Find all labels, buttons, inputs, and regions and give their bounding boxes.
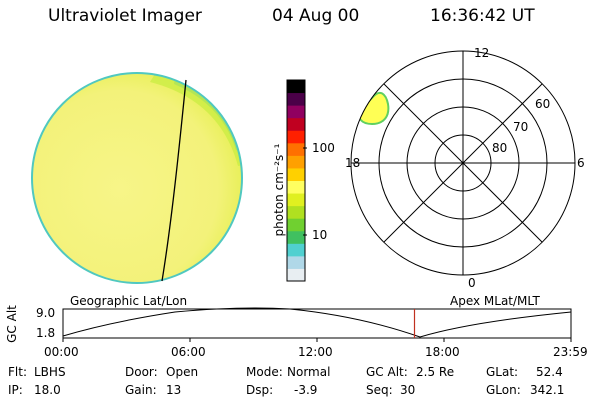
seq-value: 30 (400, 383, 416, 397)
gain-label: Gain: (125, 383, 157, 397)
color-bar-segment (287, 218, 305, 232)
mlt-label-12: 12 (474, 46, 490, 60)
glon-value: 342.1 (530, 383, 565, 397)
ip-label: IP: (8, 383, 23, 397)
polar-grid (350, 50, 576, 276)
color-bar-segment (287, 92, 305, 106)
y-axis-title: GC Alt (5, 305, 19, 343)
flt-label: Flt: (8, 365, 27, 379)
door-value: Open (166, 365, 199, 379)
color-bar-frame (286, 79, 306, 282)
color-bar-segment (287, 205, 305, 219)
y-tick-1-8: 1.8 (36, 326, 56, 340)
door-label: Door: (125, 365, 158, 379)
geographic-label: Geographic Lat/Lon (70, 294, 188, 308)
color-bar-segment (287, 130, 305, 144)
color-bar-segment (287, 243, 305, 257)
date-label: 04 Aug 00 (272, 6, 360, 26)
mlt-label-18: 18 (345, 156, 361, 170)
glat-value: 52.4 (536, 365, 563, 379)
gcalt-value: 2.5 Re (416, 365, 455, 379)
disk-edge (31, 72, 243, 284)
gain-value: 13 (166, 383, 182, 397)
color-bar-segment (287, 167, 305, 181)
orbit-panel (62, 307, 572, 342)
color-bar-segment (287, 142, 305, 156)
x-tick-label-4: 23:59 (553, 345, 588, 359)
dsp-label: Dsp: (246, 383, 274, 397)
color-bar-segment (287, 105, 305, 119)
mode-label: Mode: (246, 365, 283, 379)
mlt-label-0: 0 (468, 276, 476, 290)
lat-label-80: 80 (492, 141, 508, 155)
instrument-title: Ultraviolet Imager (48, 6, 202, 26)
lat-label-60: 60 (535, 97, 551, 111)
color-bar-label-10: 10 (312, 228, 328, 242)
gcalt-label: GC Alt: (366, 365, 408, 379)
polar-diagonal-2 (383, 83, 543, 243)
altitude-curve (62, 307, 572, 338)
glon-label: GLon: (486, 383, 521, 397)
y-tick-9: 9.0 (36, 306, 56, 320)
color-bar-segment (287, 117, 305, 131)
auroral-oval (357, 91, 390, 126)
color-bar-segment (287, 230, 305, 244)
flt-value: LBHS (34, 365, 66, 379)
color-bar-segment (287, 255, 305, 269)
time-label: 16:36:42 UT (430, 6, 535, 26)
x-tick-label-1: 06:00 (171, 345, 206, 359)
glat-label: GLat: (486, 365, 519, 379)
color-bar-unit: photon cm⁻²s⁻¹ (272, 143, 286, 237)
color-bar-segment (287, 155, 305, 169)
mode-value: Normal (287, 365, 331, 379)
color-bar (287, 80, 305, 282)
color-bar-segment (287, 180, 305, 194)
color-bar-segment (287, 268, 305, 282)
orbit-frame (62, 308, 572, 339)
ip-value: 18.0 (34, 383, 61, 397)
mlt-label-6: 6 (577, 156, 585, 170)
terminator-line (161, 79, 187, 282)
x-tick-label-2: 12:00 (298, 345, 333, 359)
color-bar-segment (287, 193, 305, 207)
x-tick-label-0: 00:00 (44, 345, 79, 359)
lat-label-70: 70 (513, 120, 529, 134)
earth-disk-image (31, 72, 243, 284)
x-tick-label-3: 18:00 (425, 345, 460, 359)
dsp-value: -3.9 (294, 383, 318, 397)
color-bar-segment (287, 80, 305, 94)
seq-label: Seq: (366, 383, 393, 397)
apex-label: Apex MLat/MLT (450, 294, 540, 308)
color-bar-label-100: 100 (312, 141, 335, 155)
